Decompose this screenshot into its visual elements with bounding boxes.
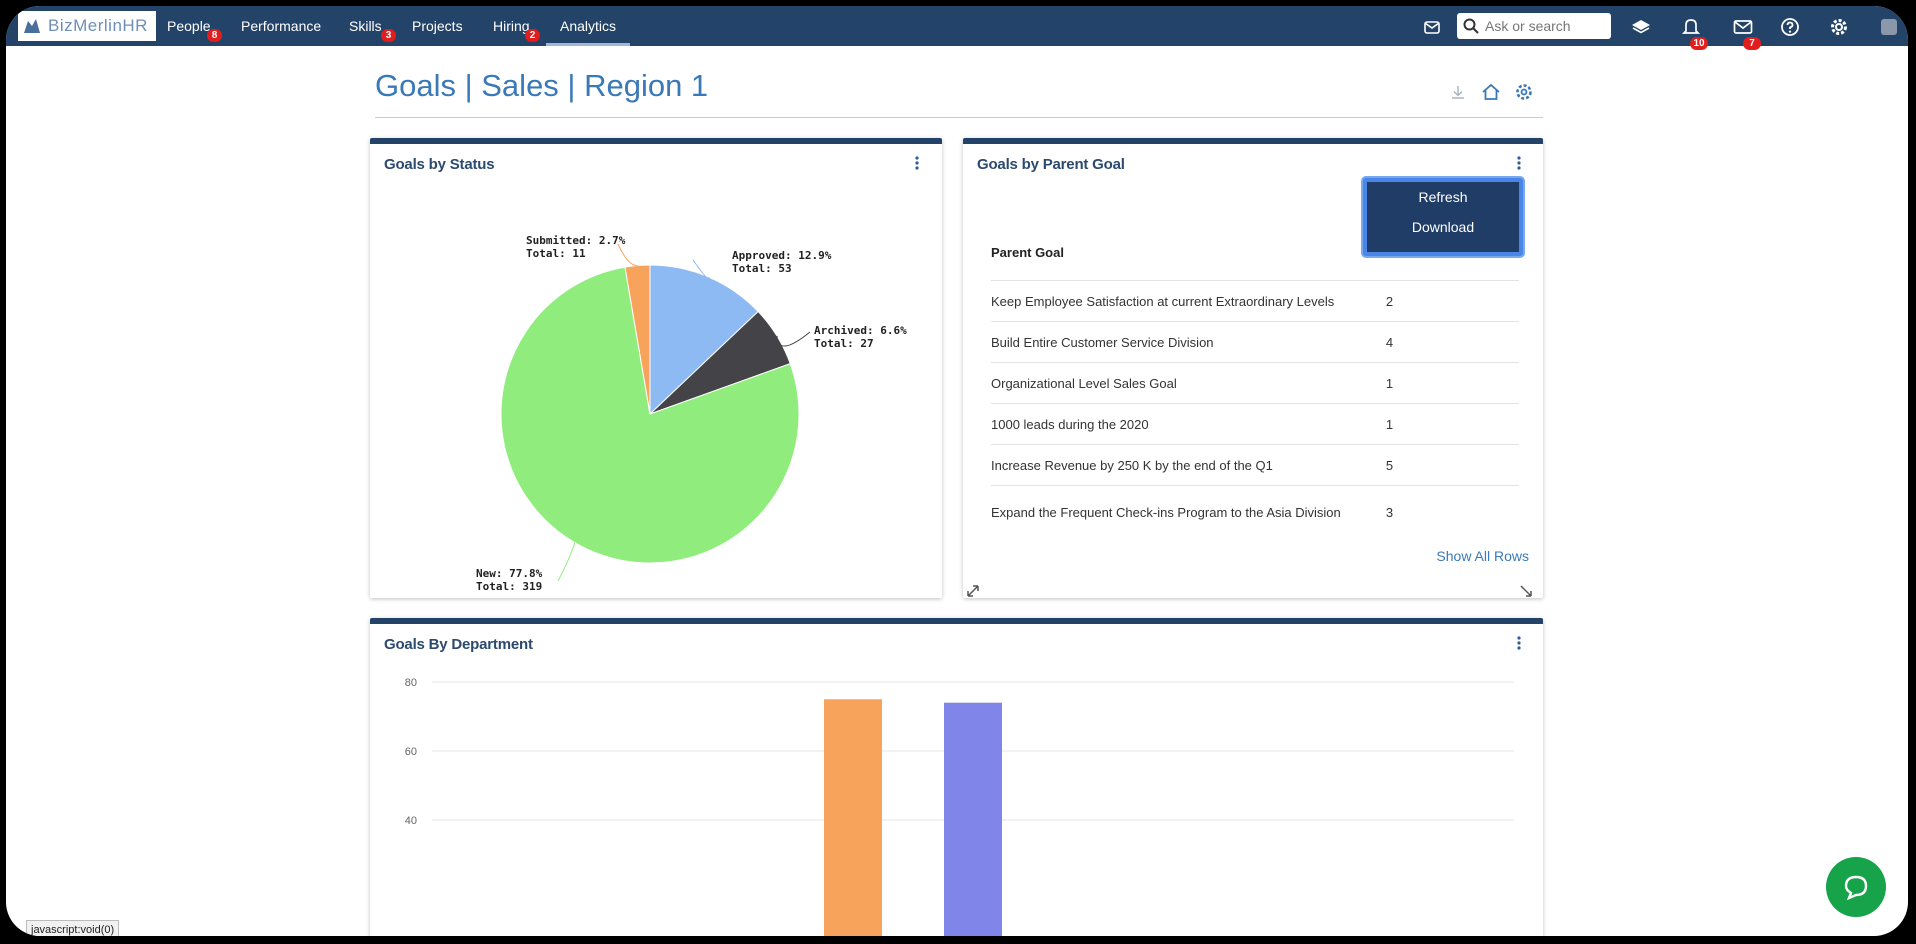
table-row: 1000 leads during the 2020 1 [991,403,1519,445]
pie-label-new: New: 77.8% [476,567,543,580]
page-title: Goals | Sales | Region 1 [375,68,709,103]
count-cell: 1 [1379,362,1519,404]
pie-label-submitted: Submitted: 2.7% [526,234,626,247]
pie-connector-archived [776,331,811,347]
goals-by-status-card: Goals by Status Approved: 12.9% Total: 53… [370,138,942,598]
nav-performance-label: Performance [241,18,322,34]
pie-slice-approved[interactable] [649,264,759,416]
goal-cell: Expand the Frequent Check-ins Program to… [991,485,1380,538]
pie-total-submitted: Total: 11 [526,247,586,260]
nav-people[interactable]: People 8 [167,6,222,46]
count-cell: 5 [1379,444,1519,486]
nav-hiring[interactable]: Hiring 2 [493,6,540,46]
department-bar[interactable] [944,702,1002,936]
count-cell: 2 [1379,280,1519,322]
goal-cell: 1000 leads during the 2020 [991,403,1380,445]
count-cell: 1 [1379,403,1519,445]
department-bar[interactable] [824,699,882,936]
goal-cell: Increase Revenue by 250 K by the end of … [991,444,1380,486]
goal-cell: Keep Employee Satisfaction at current Ex… [991,280,1380,322]
user-avatar-icon[interactable] [1878,16,1900,38]
gear-icon[interactable] [1828,16,1850,38]
y-tick-label: 60 [405,746,417,758]
menu-item-download[interactable]: Download [1411,219,1475,235]
nav-people-badge: 8 [207,29,222,42]
show-all-rows-link[interactable]: Show All Rows [1436,548,1529,564]
nav-hiring-badge: 2 [525,29,540,42]
pie-total-archived: Total: 27 [814,337,874,350]
clock-mail-icon[interactable] [1421,16,1443,38]
settings-icon[interactable] [1514,82,1534,102]
count-cell: 4 [1379,321,1519,363]
pie-total-new: Total: 319 [476,580,542,593]
pie-slice-new[interactable] [500,266,800,564]
top-navbar: BizMerlinHR People 8 Performance Skills … [6,6,1908,50]
table-row: Keep Employee Satisfaction at current Ex… [991,280,1519,322]
y-tick-label: 80 [405,677,417,689]
status-card-menu-icon[interactable] [910,156,924,174]
count-cell: 3 [1379,485,1519,538]
nav-analytics-label: Analytics [559,18,617,34]
logo-text: BizMerlinHR [48,16,148,35]
mail-icon[interactable]: 7 [1732,16,1761,50]
card-context-menu: Refresh Download [1363,178,1523,256]
goal-cell: Organizational Level Sales Goal [991,362,1380,404]
pie-connector-new [557,542,576,582]
table-row: Expand the Frequent Check-ins Program to… [991,485,1519,538]
parent-goal-table: Parent Goal Keep Employee Satisfaction a… [991,224,1519,538]
nav-performance[interactable]: Performance [241,6,321,46]
chat-button[interactable] [1826,857,1886,917]
nav-people-label: People [167,18,211,34]
title-divider [375,117,1543,118]
logo[interactable]: BizMerlinHR [18,11,156,41]
goals-by-department-title: Goals By Department [384,636,533,653]
table-row: Organizational Level Sales Goal 1 [991,362,1519,404]
pie-connector-approved [692,259,710,280]
goals-by-parent-goal-title: Goals by Parent Goal [977,156,1125,173]
nav-projects-label: Projects [412,18,463,34]
table-header-row: Parent Goal [991,224,1519,281]
y-tick-label: 40 [405,815,417,827]
help-icon[interactable] [1779,16,1801,38]
layers-icon[interactable] [1630,16,1652,38]
goal-cell: Build Entire Customer Service Division [991,321,1380,363]
search-input[interactable] [1483,17,1607,35]
table-row: Increase Revenue by 250 K by the end of … [991,444,1519,486]
parent-card-menu-icon[interactable] [1512,156,1526,174]
menu-item-refresh[interactable]: Refresh [1418,189,1468,205]
expand-icon[interactable] [966,584,980,603]
nav-skills-label: Skills [349,18,382,34]
logo-mark-icon [24,19,40,33]
app-window: BizMerlinHR People 8 Performance Skills … [6,6,1908,936]
bell-icon[interactable]: 10 [1680,16,1708,50]
download-icon[interactable] [1448,82,1468,102]
messages-badge: 7 [1743,37,1761,50]
table-row: Build Entire Customer Service Division 4 [991,321,1519,363]
pie-connector-submitted [617,243,638,267]
department-card-menu-icon[interactable] [1512,636,1526,654]
nav-skills-badge: 3 [381,29,396,42]
pie-total-approved: Total: 53 [732,262,792,275]
nav-skills[interactable]: Skills 3 [349,6,396,46]
nav-projects[interactable]: Projects [412,6,463,46]
home-icon[interactable] [1481,82,1501,102]
pie-label-approved: Approved: 12.9% [732,249,832,262]
search-box[interactable] [1457,13,1611,39]
nav-analytics[interactable]: Analytics [546,6,630,46]
department-bar-chart: 40 60 80 [405,677,1514,936]
notifications-badge: 10 [1690,37,1708,50]
pie-label-archived: Archived: 6.6% [814,324,907,337]
column-header-parent-goal: Parent Goal [991,244,1064,260]
goals-by-department-card: Goals By Department 40 60 80 [370,618,1543,936]
goals-by-status-title: Goals by Status [384,156,495,173]
status-bar-tooltip: javascript:void(0) [26,920,120,936]
search-icon [1463,18,1479,34]
resize-handle-icon[interactable] [1519,584,1533,603]
chat-bubble-icon [1844,875,1868,901]
nav-hiring-label: Hiring [493,18,530,34]
